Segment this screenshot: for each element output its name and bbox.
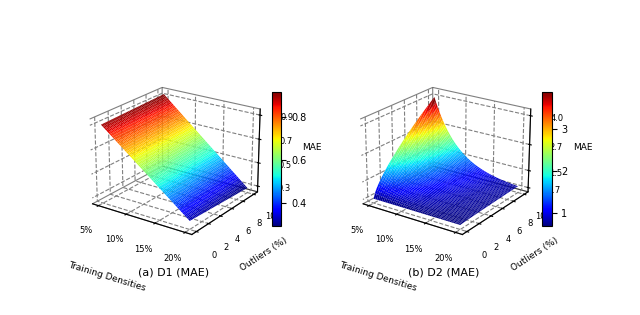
Y-axis label: Outliers (%): Outliers (%) [509, 236, 560, 273]
Text: (a) D1 (MAE): (a) D1 (MAE) [138, 268, 209, 278]
Text: (b) D2 (MAE): (b) D2 (MAE) [408, 268, 480, 278]
X-axis label: Training Densities: Training Densities [67, 261, 147, 293]
X-axis label: Training Densities: Training Densities [338, 261, 418, 293]
Y-axis label: Outliers (%): Outliers (%) [239, 236, 289, 273]
